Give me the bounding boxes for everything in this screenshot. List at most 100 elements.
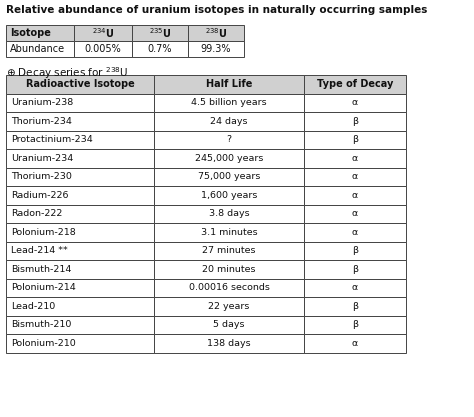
Bar <box>154 316 304 334</box>
Bar <box>154 334 304 352</box>
Bar <box>188 25 244 41</box>
Bar <box>154 75 304 93</box>
Bar <box>154 168 304 186</box>
Text: Abundance: Abundance <box>10 44 65 54</box>
Bar <box>304 75 406 93</box>
Bar <box>304 93 406 112</box>
Text: 0.005%: 0.005% <box>85 44 121 54</box>
Text: Thorium-234: Thorium-234 <box>11 117 72 126</box>
Bar <box>304 316 406 334</box>
Text: Lead-210: Lead-210 <box>11 302 55 311</box>
Bar <box>304 168 406 186</box>
Text: α: α <box>352 209 358 218</box>
Text: Relative abundance of uranium isotopes in naturally occurring samples: Relative abundance of uranium isotopes i… <box>6 5 428 15</box>
Text: Polonium-210: Polonium-210 <box>11 339 76 348</box>
Text: α: α <box>352 172 358 181</box>
Text: β: β <box>352 320 358 329</box>
Bar <box>304 204 406 223</box>
Bar <box>154 260 304 279</box>
Text: 24 days: 24 days <box>210 117 248 126</box>
Bar <box>6 279 154 297</box>
Bar <box>154 279 304 297</box>
Bar <box>154 223 304 241</box>
Text: Isotope: Isotope <box>10 28 51 38</box>
Text: 3.8 days: 3.8 days <box>209 209 249 218</box>
Text: $^{238}$U: $^{238}$U <box>205 26 227 40</box>
Bar <box>6 41 74 57</box>
Bar <box>304 260 406 279</box>
Text: Type of Decay: Type of Decay <box>317 79 393 89</box>
Bar <box>6 168 154 186</box>
Bar <box>304 112 406 131</box>
Text: 1,600 years: 1,600 years <box>201 191 257 200</box>
Text: 4.5 billion years: 4.5 billion years <box>191 98 267 107</box>
Text: Uranium-238: Uranium-238 <box>11 98 73 107</box>
Bar <box>6 334 154 352</box>
Text: Thorium-230: Thorium-230 <box>11 172 72 181</box>
Text: 138 days: 138 days <box>207 339 251 348</box>
Text: 0.00016 seconds: 0.00016 seconds <box>189 283 269 292</box>
Text: α: α <box>352 339 358 348</box>
Text: Half Life: Half Life <box>206 79 252 89</box>
Bar <box>154 93 304 112</box>
Bar <box>6 131 154 149</box>
Bar <box>304 131 406 149</box>
Text: β: β <box>352 135 358 144</box>
Bar <box>188 41 244 57</box>
Bar <box>6 75 154 93</box>
Text: Lead-214 **: Lead-214 ** <box>11 246 68 255</box>
Bar <box>6 186 154 204</box>
Text: β: β <box>352 265 358 274</box>
Text: α: α <box>352 228 358 237</box>
Bar <box>6 316 154 334</box>
Bar <box>6 112 154 131</box>
Bar <box>6 93 154 112</box>
Text: 245,000 years: 245,000 years <box>195 154 263 163</box>
Text: 20 minutes: 20 minutes <box>202 265 256 274</box>
Text: Bismuth-214: Bismuth-214 <box>11 265 72 274</box>
Bar <box>132 25 188 41</box>
Text: β: β <box>352 302 358 311</box>
Bar <box>154 112 304 131</box>
Text: α: α <box>352 283 358 292</box>
Text: ?: ? <box>227 135 232 144</box>
Bar <box>304 241 406 260</box>
Text: 22 years: 22 years <box>208 302 250 311</box>
Bar <box>304 186 406 204</box>
Bar <box>304 334 406 352</box>
Text: β: β <box>352 117 358 126</box>
Bar <box>154 297 304 316</box>
Text: Radon-222: Radon-222 <box>11 209 63 218</box>
Bar <box>154 149 304 168</box>
Text: 27 minutes: 27 minutes <box>202 246 256 255</box>
Text: $^{234}$U: $^{234}$U <box>92 26 114 40</box>
Bar <box>6 25 74 41</box>
Text: Uranium-234: Uranium-234 <box>11 154 73 163</box>
Bar <box>154 131 304 149</box>
Bar <box>304 149 406 168</box>
Text: α: α <box>352 191 358 200</box>
Bar <box>154 204 304 223</box>
Text: β: β <box>352 246 358 255</box>
Text: α: α <box>352 154 358 163</box>
Bar <box>6 204 154 223</box>
Text: 5 days: 5 days <box>213 320 245 329</box>
Text: 75,000 years: 75,000 years <box>198 172 260 181</box>
Text: 99.3%: 99.3% <box>201 44 231 54</box>
Bar <box>6 297 154 316</box>
Text: α: α <box>352 98 358 107</box>
Bar <box>6 241 154 260</box>
Bar <box>6 223 154 241</box>
Bar <box>6 149 154 168</box>
Bar <box>74 25 132 41</box>
Text: ⊕ Decay series for $^{238}$U: ⊕ Decay series for $^{238}$U <box>6 65 128 81</box>
Text: Protactinium-234: Protactinium-234 <box>11 135 93 144</box>
Text: 0.7%: 0.7% <box>148 44 172 54</box>
Bar <box>304 297 406 316</box>
Text: $^{235}$U: $^{235}$U <box>149 26 171 40</box>
Bar <box>154 186 304 204</box>
Text: Radioactive Isotope: Radioactive Isotope <box>26 79 134 89</box>
Bar <box>154 241 304 260</box>
Text: Polonium-214: Polonium-214 <box>11 283 76 292</box>
Text: Polonium-218: Polonium-218 <box>11 228 76 237</box>
